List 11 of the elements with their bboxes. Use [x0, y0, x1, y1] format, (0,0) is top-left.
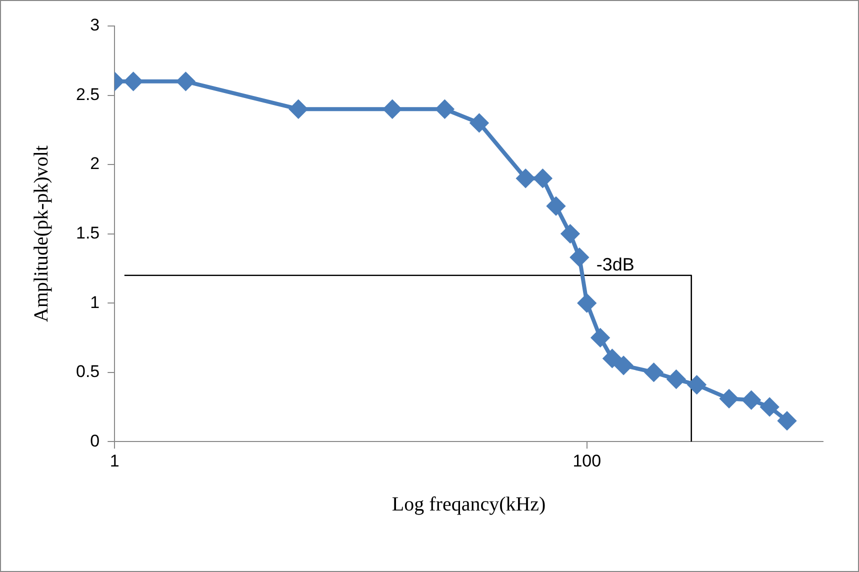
annotation: -3dB: [596, 254, 634, 274]
x-tick-label: 100: [572, 451, 602, 470]
y-tick-label: 0.5: [76, 362, 100, 382]
x-axis-title: Log freqancy(kHz): [392, 493, 546, 516]
y-tick-label: 3: [90, 16, 100, 35]
y-tick-label: 1.5: [76, 223, 100, 242]
y-tick-label: 2: [90, 154, 100, 174]
y-tick-label: 2.5: [76, 84, 100, 104]
y-tick-label: 0: [90, 431, 100, 450]
y-tick-label: 1: [90, 292, 100, 312]
y-axis-title: Amplitude(pk-pk)volt: [30, 145, 52, 322]
